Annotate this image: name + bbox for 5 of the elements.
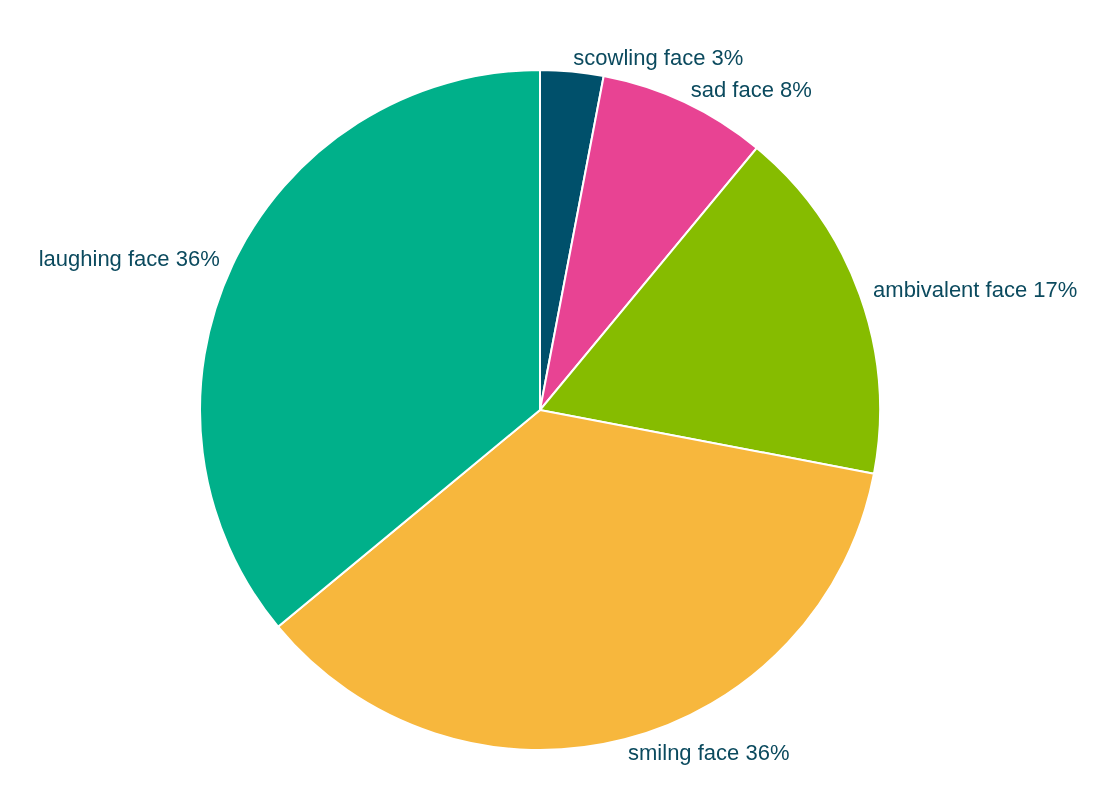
- slice-label: sad face 8%: [690, 76, 812, 102]
- slice-label: smilng face 36%: [628, 739, 790, 765]
- slice-label: scowling face 3%: [573, 44, 744, 70]
- slice-label: ambivalent face 17%: [873, 277, 1078, 303]
- slice-label: laughing face 36%: [38, 246, 220, 272]
